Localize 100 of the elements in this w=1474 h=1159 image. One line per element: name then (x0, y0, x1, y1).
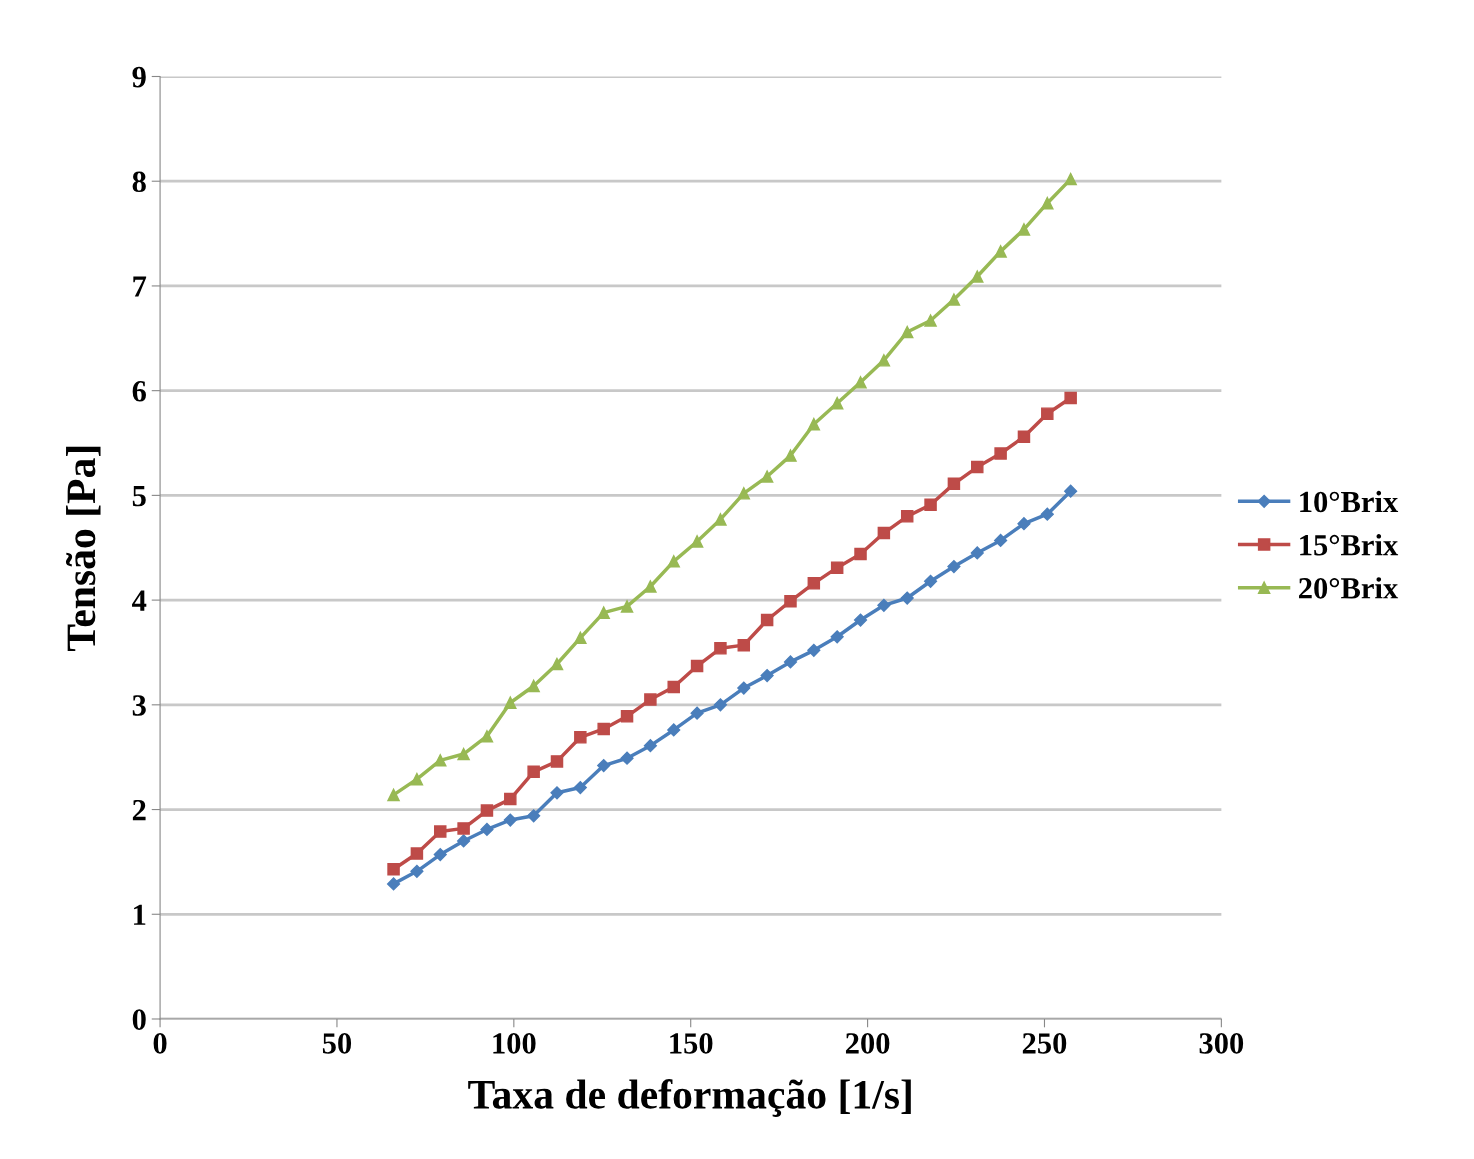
x-tick-label: 200 (845, 1033, 890, 1054)
legend-label: 20°Brix (1299, 577, 1399, 599)
point (760, 668, 774, 683)
point (900, 325, 914, 339)
point (784, 449, 797, 462)
point (947, 560, 961, 574)
point (527, 809, 541, 823)
point (480, 822, 494, 837)
point (457, 747, 470, 761)
point (504, 792, 517, 806)
point (783, 655, 798, 669)
point (550, 755, 564, 768)
x-axis-title: Taxa de deformação [1/s] (468, 1079, 911, 1117)
point (667, 680, 680, 694)
point (714, 642, 727, 655)
x-tick-label: 300 (1199, 1033, 1244, 1054)
point (994, 245, 1007, 258)
y-tick-label: 7 (133, 276, 147, 297)
point (573, 780, 587, 795)
x-tick-label: 150 (670, 1033, 713, 1054)
point (807, 417, 821, 431)
point (457, 834, 471, 848)
point (760, 470, 774, 483)
point (1041, 407, 1054, 420)
x-tick-label: 100 (493, 1033, 536, 1054)
point (854, 376, 867, 389)
y-axis-title: Tensão [Pa] (65, 446, 101, 652)
point (713, 698, 728, 712)
point (667, 555, 680, 568)
point (597, 606, 610, 619)
point (550, 786, 564, 800)
point (644, 580, 657, 593)
point (807, 577, 821, 590)
y-tick-label: 8 (132, 171, 146, 193)
y-tick-label: 6 (132, 381, 146, 402)
y-tick-label: 9 (132, 66, 146, 88)
point (504, 696, 517, 709)
y-tick-label: 2 (132, 799, 146, 821)
point (410, 847, 424, 860)
point (924, 314, 937, 327)
point (1064, 172, 1077, 186)
point (853, 613, 868, 627)
legend-label: 15°Brix (1300, 533, 1399, 556)
y-tick-label: 0 (132, 1009, 146, 1030)
point (1017, 430, 1031, 443)
y-tick-label: 4 (132, 590, 147, 611)
point (971, 270, 984, 283)
x-tick-label: 0 (153, 1033, 167, 1054)
point (1064, 484, 1078, 498)
point (877, 526, 891, 540)
point (760, 613, 774, 627)
point (527, 679, 540, 693)
point (924, 498, 937, 512)
point (457, 822, 470, 835)
point (644, 693, 657, 706)
point (1064, 391, 1077, 405)
point (410, 772, 424, 786)
point (434, 754, 447, 767)
point (410, 864, 424, 878)
point (574, 731, 587, 744)
point (970, 546, 984, 560)
point (737, 681, 751, 695)
point (1040, 507, 1054, 521)
point (784, 594, 797, 608)
point (947, 293, 961, 306)
point (971, 460, 984, 474)
point (923, 574, 938, 588)
point (597, 758, 611, 773)
point (690, 706, 704, 720)
point (690, 659, 704, 673)
point (480, 729, 494, 743)
point (737, 638, 751, 652)
legend-label: 10°Brix (1300, 490, 1399, 513)
point (830, 561, 844, 574)
point (1017, 223, 1031, 236)
point (1017, 517, 1031, 531)
point (480, 804, 494, 817)
point (830, 630, 844, 644)
point (737, 487, 751, 500)
point (900, 591, 914, 605)
point (714, 513, 727, 526)
point (994, 533, 1008, 548)
y-tick-label: 3 (132, 695, 146, 716)
point (387, 788, 400, 802)
point (386, 877, 401, 891)
point (503, 813, 517, 827)
point (434, 825, 447, 838)
point (387, 862, 400, 876)
point (947, 477, 961, 491)
point (620, 710, 634, 723)
point (877, 598, 891, 612)
x-tick-label: 50 (322, 1033, 352, 1054)
point (807, 643, 821, 657)
point (900, 510, 914, 523)
point (854, 547, 867, 561)
point (1041, 196, 1054, 210)
point (620, 751, 634, 765)
y-tick-label: 5 (132, 485, 146, 507)
x-tick-label: 250 (1022, 1033, 1067, 1054)
point (574, 631, 587, 645)
